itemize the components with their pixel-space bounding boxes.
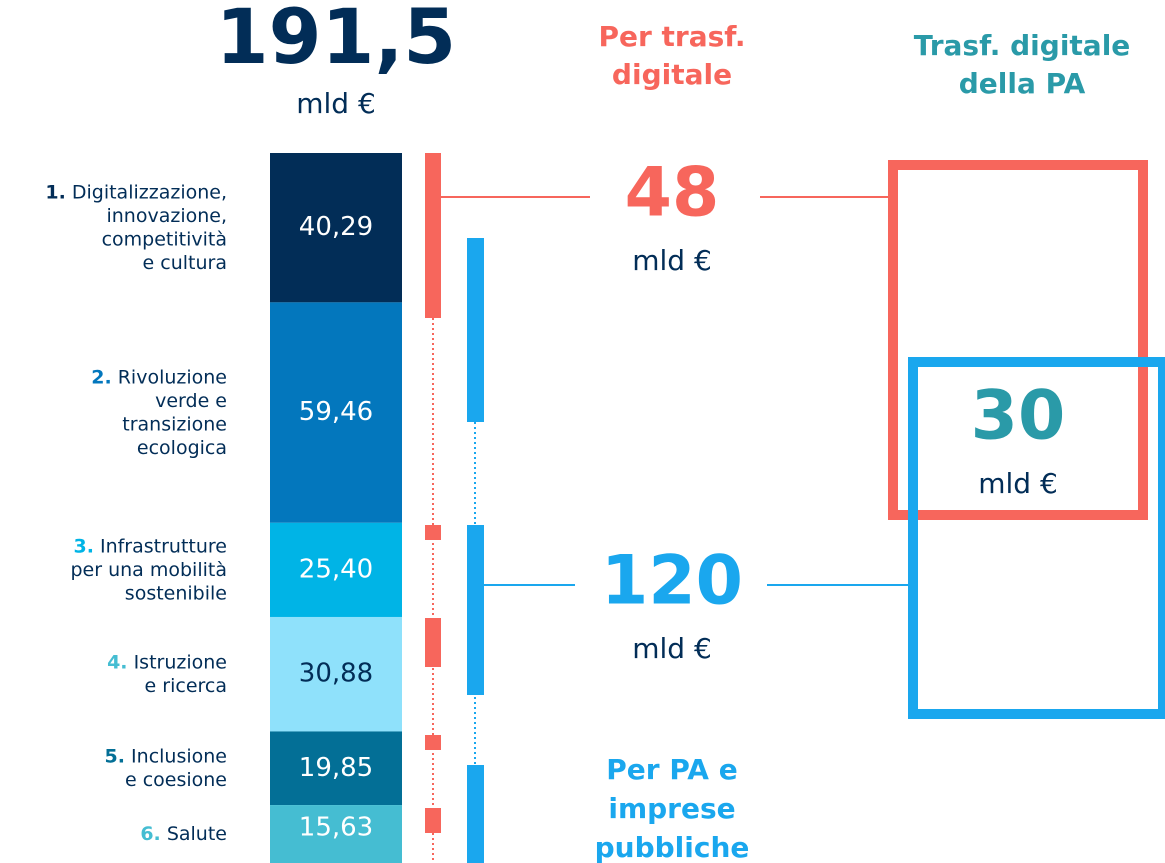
header-public: Per PA e (606, 753, 737, 786)
segment-line: per una mobilità (71, 558, 228, 580)
segment-number: 6. (140, 823, 160, 845)
segment-label: e coesione (125, 769, 227, 791)
segment-line: verde e (155, 389, 227, 411)
segment-line: Digitalizzazione, (72, 181, 227, 203)
segment-value: 19,85 (299, 753, 373, 783)
segment (270, 302, 402, 523)
segment-number: 4. (107, 651, 127, 673)
connectors (441, 160, 1165, 719)
segment-label: verde e (155, 389, 227, 411)
segment-label: e ricerca (145, 674, 227, 696)
segment-label: sostenibile (125, 582, 227, 604)
header-public: pubbliche (595, 831, 750, 863)
callout-unit: mld € (978, 467, 1058, 500)
segment-value: 25,40 (299, 554, 373, 584)
segment-value: 30,88 (299, 659, 373, 689)
segment-label: 5. Inclusione (105, 745, 227, 767)
segment-label: 1. Digitalizzazione, (45, 181, 227, 203)
segment-line: Inclusione (131, 745, 227, 767)
segment-line: transizione (122, 413, 227, 435)
segment-label: 2. Rivoluzione (91, 366, 227, 388)
segment-label: competitività (102, 228, 227, 250)
segment-value: 59,46 (299, 397, 373, 427)
segment-label: per una mobilità (71, 558, 228, 580)
segment-number: 2. (91, 366, 111, 388)
segment-line: e coesione (125, 769, 227, 791)
segment-number: 5. (105, 745, 125, 767)
segment-line: Istruzione (134, 651, 227, 673)
header-digital: Per trasf. (598, 20, 745, 53)
segment-line: Salute (167, 823, 227, 845)
segment-label: 6. Salute (140, 823, 227, 845)
segment-value: 15,63 (299, 813, 373, 843)
callout-value: 30 (971, 377, 1066, 456)
segment-line: e cultura (143, 251, 227, 273)
segment (270, 522, 402, 617)
total-unit: mld € (296, 87, 376, 120)
red-indicator (425, 153, 441, 833)
callout-unit: mld € (632, 244, 712, 277)
segment-line: Infrastrutture (100, 535, 227, 557)
segment-label: transizione (122, 413, 227, 435)
callout-value: 48 (625, 154, 720, 233)
header-pa: della PA (959, 67, 1086, 100)
segment-line: competitività (102, 228, 227, 250)
total-value: 191,5 (216, 0, 456, 81)
segment (270, 731, 402, 806)
segment-number: 3. (73, 535, 93, 557)
segment-label: 3. Infrastrutture (73, 535, 227, 557)
segment (270, 616, 402, 732)
header-public: imprese (608, 792, 735, 825)
segment-label: innovazione, (106, 204, 227, 226)
segment-line: e ricerca (145, 674, 227, 696)
segment-line: ecologica (137, 436, 227, 458)
segment-line: Rivoluzione (118, 366, 227, 388)
header-digital: digitale (612, 58, 732, 91)
header-pa: Trasf. digitale (914, 29, 1131, 62)
segment-line: innovazione, (106, 204, 227, 226)
blue-indicator (467, 238, 484, 863)
segment-number: 1. (45, 181, 65, 203)
callout-unit: mld € (632, 632, 712, 665)
segment-line: sostenibile (125, 582, 227, 604)
segment-value: 40,29 (299, 212, 373, 242)
callout-value: 120 (601, 542, 743, 621)
segment-label: 4. Istruzione (107, 651, 227, 673)
segment-label: ecologica (137, 436, 227, 458)
segment (270, 805, 402, 863)
segment-label: e cultura (143, 251, 227, 273)
segment (270, 153, 402, 303)
